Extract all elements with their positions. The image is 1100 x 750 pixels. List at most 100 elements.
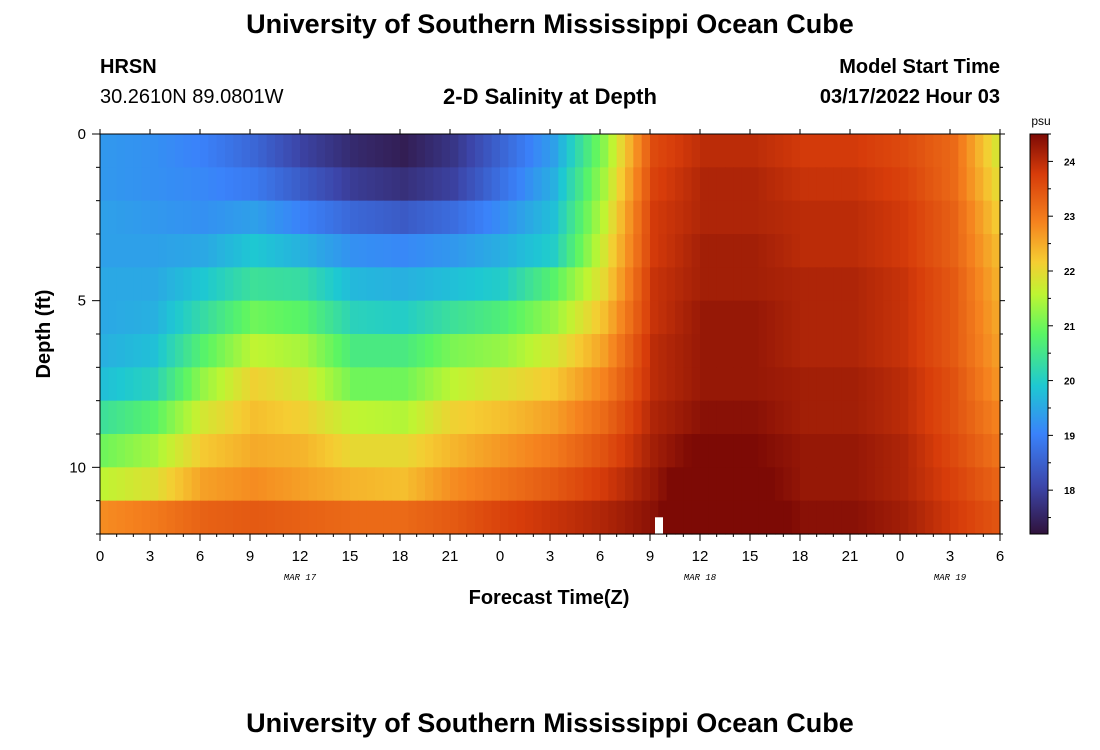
heatmap-cell (775, 134, 784, 168)
heatmap-cell (800, 467, 809, 502)
x-tick-label: 3 (546, 548, 554, 565)
heatmap-cell (800, 500, 809, 535)
heatmap-cell (875, 334, 884, 368)
heatmap-cell (766, 500, 776, 535)
heatmap-cell (333, 167, 343, 202)
heatmap-cell (741, 434, 751, 468)
heatmap-cell (733, 300, 743, 335)
heatmap-cell (466, 400, 476, 435)
heatmap-cell (708, 367, 718, 402)
heatmap-cell (750, 434, 759, 468)
heatmap-cell (241, 300, 251, 335)
heatmap-cell (550, 200, 559, 235)
heatmap-cell (675, 334, 684, 368)
heatmap-cell (141, 500, 151, 535)
heatmap-cell (941, 200, 951, 235)
heatmap-cell (250, 467, 259, 502)
date-label: MAR 17 (284, 573, 317, 583)
heatmap-cell (208, 134, 218, 168)
heatmap-cell (275, 234, 284, 268)
heatmap-cell (100, 334, 109, 368)
heatmap-cell (883, 400, 893, 435)
heatmap-cell (233, 267, 243, 302)
heatmap-cell (675, 367, 684, 402)
heatmap-cell (350, 500, 359, 535)
heatmap-cell (875, 367, 884, 402)
heatmap-cell (933, 234, 943, 268)
heatmap-cell (208, 267, 218, 302)
heatmap-cell (150, 367, 159, 402)
heatmap-cell (733, 400, 743, 435)
heatmap-cell (191, 300, 201, 335)
heatmap-cell (683, 434, 693, 468)
heatmap-cell (450, 300, 459, 335)
heatmap-cell (283, 200, 293, 235)
heatmap-cell (733, 367, 743, 402)
heatmap-cell (825, 300, 834, 335)
heatmap-cell (733, 167, 743, 202)
heatmap-cell (883, 434, 893, 468)
heatmap-cell (691, 367, 701, 402)
heatmap-cell (900, 167, 909, 202)
heatmap-cell (525, 300, 534, 335)
heatmap-cell (250, 300, 259, 335)
heatmap-cell (283, 500, 293, 535)
x-tick-label: 9 (246, 548, 254, 565)
heatmap-cell (408, 134, 418, 168)
heatmap-cell (100, 400, 109, 435)
heatmap-cell (175, 400, 184, 435)
heatmap-cell (666, 300, 676, 335)
heatmap-cell (650, 234, 659, 268)
heatmap-cell (708, 234, 718, 268)
heatmap-cell (666, 200, 676, 235)
heatmap-cell (108, 400, 118, 435)
heatmap-cell (916, 267, 926, 302)
heatmap-cell (241, 167, 251, 202)
heatmap-cell (116, 367, 126, 402)
heatmap-cell (633, 500, 643, 535)
heatmap-cell (591, 200, 601, 235)
heatmap-cell (216, 334, 226, 368)
heatmap-cell (825, 400, 834, 435)
heatmap-cell (916, 234, 926, 268)
heatmap-cell (466, 500, 476, 535)
heatmap-cell (775, 467, 784, 502)
heatmap-cell (391, 434, 401, 468)
heatmap-cell (816, 167, 826, 202)
x-axis-label: Forecast Time(Z) (469, 587, 630, 609)
heatmap-cell (533, 400, 543, 435)
heatmap-cell (550, 467, 559, 502)
heatmap-cell (941, 267, 951, 302)
heatmap-cell (716, 467, 726, 502)
heatmap-cell (491, 300, 501, 335)
heatmap-cell (708, 334, 718, 368)
heatmap-cell (275, 134, 284, 168)
heatmap-cell (566, 334, 576, 368)
axes: 0 3 6 9 12 15 18 21 0 3 6 9 12 15 18 21 0 3 6 MAR 17 MAR 18 M… (69, 126, 1005, 583)
heatmap-cell (758, 334, 768, 368)
heatmap-cell (950, 500, 959, 535)
heatmap-cell (791, 134, 801, 168)
heatmap-cell (850, 134, 859, 168)
heatmap-cell (716, 234, 726, 268)
heatmap-cell (775, 234, 784, 268)
heatmap-cell (475, 334, 484, 368)
heatmap-cell (441, 434, 451, 468)
heatmap-cell (525, 367, 534, 402)
heatmap-cell (325, 200, 334, 235)
heatmap-cell (450, 167, 459, 202)
heatmap-cell (866, 167, 876, 202)
heatmap-cell (400, 400, 409, 435)
heatmap-cell (691, 167, 701, 202)
heatmap-cell (400, 300, 409, 335)
heatmap-cell (400, 434, 409, 468)
heatmap-cell (875, 167, 884, 202)
heatmap-cell (600, 300, 609, 335)
heatmap-cell (325, 400, 334, 435)
heatmap-cell (500, 500, 509, 535)
heatmap-cell (166, 234, 176, 268)
heatmap-cell (858, 334, 868, 368)
heatmap-cell (908, 267, 918, 302)
heatmap-cell (991, 434, 1001, 468)
